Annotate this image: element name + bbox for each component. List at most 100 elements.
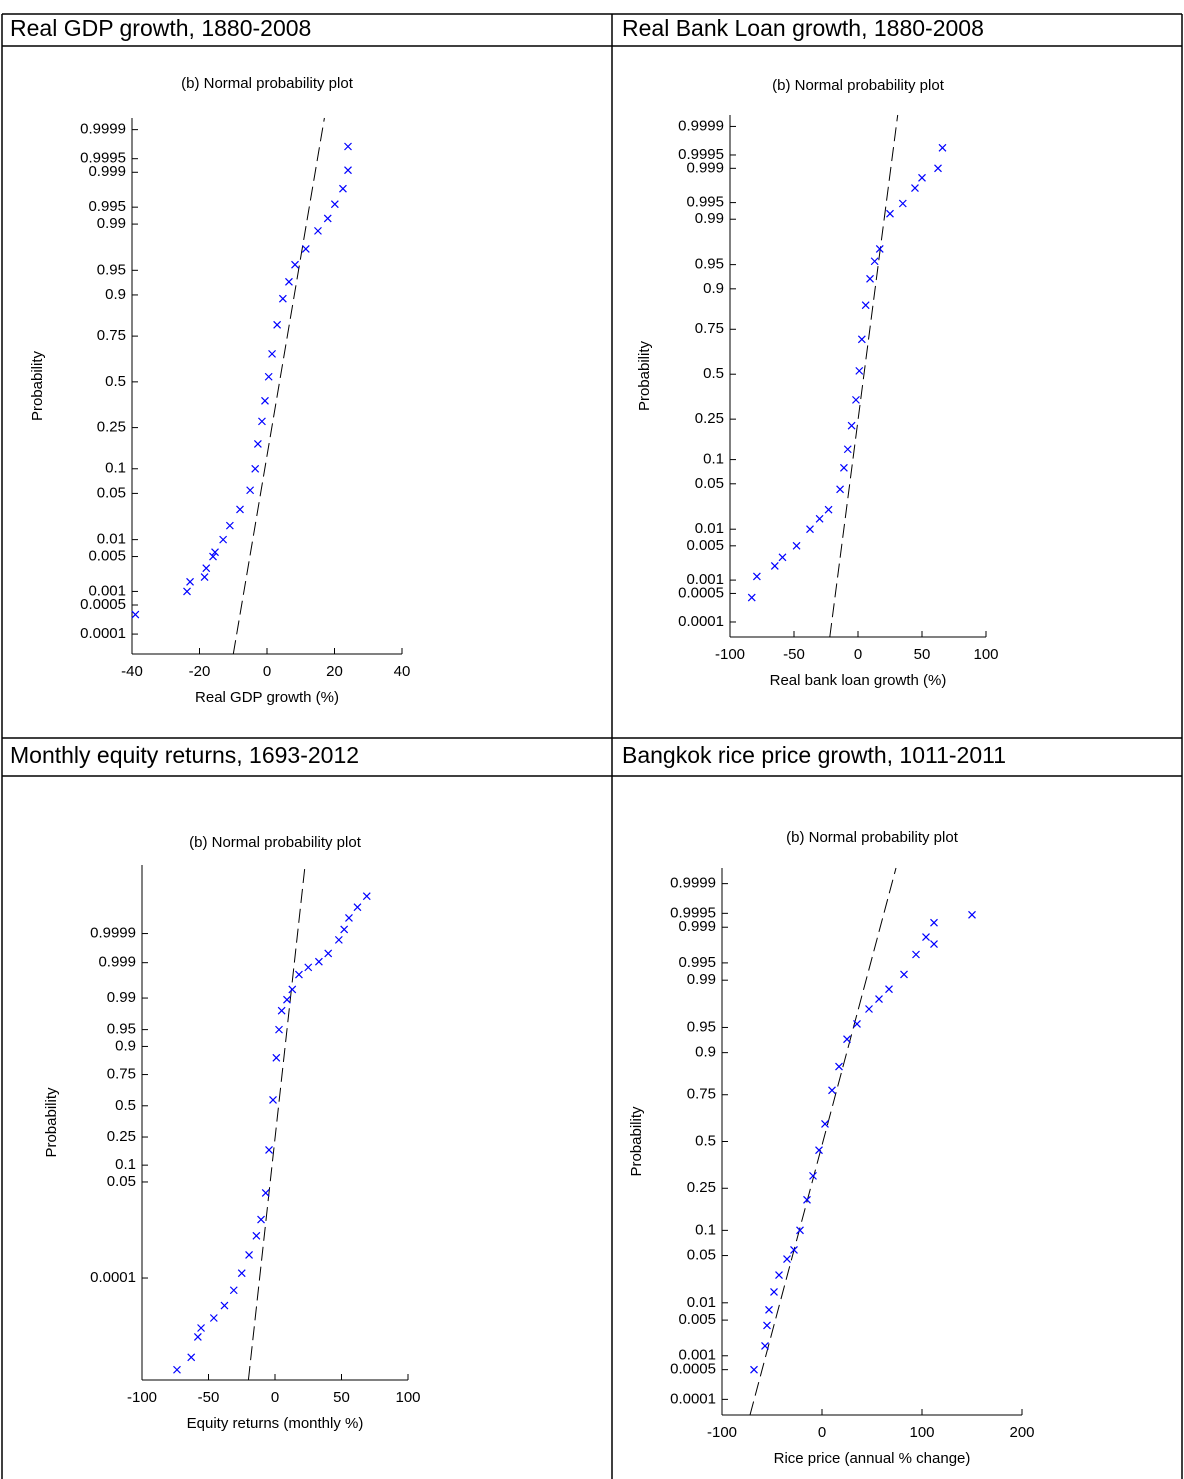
y-tick-label: 0.0001 — [670, 1390, 716, 1407]
data-point — [809, 1171, 817, 1180]
data-point — [855, 366, 864, 375]
data-point — [261, 1188, 270, 1197]
data-point — [246, 486, 255, 495]
data-point — [843, 1035, 851, 1044]
chart-title: (b) Normal probability plot — [772, 77, 945, 94]
data-point — [806, 525, 814, 534]
data-point — [875, 244, 884, 253]
panel-caption: Real Bank Loan growth, 1880-2008 — [622, 15, 984, 41]
data-point — [345, 914, 353, 922]
data-point — [183, 587, 191, 596]
data-point — [835, 1062, 843, 1071]
data-point — [803, 1195, 811, 1204]
data-point — [839, 463, 848, 472]
data-point — [853, 1020, 861, 1028]
data-point — [783, 1255, 791, 1263]
y-tick-label: 0.0001 — [80, 625, 126, 642]
data-point — [340, 925, 349, 934]
reference-line — [247, 864, 306, 1381]
y-tick-label: 0.995 — [88, 198, 126, 215]
data-point — [821, 1120, 829, 1128]
y-tick-label: 0.999 — [678, 918, 716, 935]
y-tick-label: 0.0005 — [678, 584, 724, 601]
y-tick-label: 0.05 — [695, 475, 724, 492]
data-point — [225, 521, 234, 530]
data-point — [790, 1245, 798, 1254]
y-tick-label: 0.25 — [107, 1128, 136, 1145]
data-point — [836, 485, 845, 494]
data-point — [209, 1314, 218, 1322]
data-point — [273, 320, 282, 329]
y-tick-label: 0.995 — [678, 954, 716, 971]
data-point — [778, 553, 787, 562]
reference-line — [749, 867, 897, 1416]
data-point — [200, 573, 209, 581]
data-point — [847, 421, 856, 430]
data-point — [275, 1025, 283, 1034]
data-point — [285, 277, 293, 286]
y-tick-label: 0.25 — [695, 410, 724, 427]
y-tick-label: 0.5 — [105, 373, 126, 390]
data-point — [269, 1096, 277, 1104]
x-tick-label: 0 — [818, 1424, 826, 1441]
data-point — [792, 541, 801, 550]
data-point — [761, 1341, 769, 1350]
y-tick-label: 0.75 — [97, 327, 126, 344]
x-tick-label: 40 — [394, 663, 411, 680]
data-point — [765, 1305, 773, 1314]
x-tick-label: -100 — [715, 646, 745, 663]
data-point — [264, 372, 273, 381]
chart-title: (b) Normal probability plot — [181, 75, 354, 92]
x-tick-label: 100 — [395, 1389, 420, 1406]
data-point — [796, 1226, 804, 1235]
reference-line — [232, 117, 325, 655]
data-point — [301, 245, 310, 253]
data-point — [211, 548, 219, 557]
data-point — [258, 417, 266, 426]
data-point — [866, 274, 874, 283]
data-point — [930, 918, 938, 927]
data-point — [930, 940, 938, 948]
data-point — [278, 294, 287, 303]
data-point — [131, 610, 140, 619]
data-point — [236, 505, 244, 514]
data-point — [815, 514, 824, 523]
data-point — [843, 445, 852, 454]
data-point — [283, 995, 291, 1004]
data-point — [245, 1251, 253, 1259]
data-point — [770, 1288, 778, 1296]
data-point — [344, 166, 352, 175]
table-borders — [1, 13, 1183, 1479]
y-tick-label: 0.9995 — [80, 150, 126, 167]
x-tick-label: 20 — [326, 663, 343, 680]
y-tick-label: 0.75 — [695, 320, 724, 337]
data-point — [237, 1269, 246, 1278]
y-tick-label: 0.9 — [115, 1037, 136, 1054]
data-point — [900, 970, 908, 979]
y-tick-label: 0.99 — [97, 215, 126, 232]
chart: Bangkok rice price growth, 1011-2011 (b) … — [622, 742, 1035, 1467]
y-tick-label: 0.9999 — [678, 117, 724, 134]
y-tick-label: 0.9 — [695, 1044, 716, 1061]
y-tick-label: 0.95 — [107, 1021, 136, 1038]
data-point — [870, 257, 879, 266]
x-tick-label: -100 — [127, 1389, 157, 1406]
data-point — [911, 184, 919, 192]
y-tick-label: 0.0005 — [80, 596, 126, 613]
y-tick-label: 0.001 — [678, 1347, 716, 1364]
y-tick-label: 0.9 — [105, 286, 126, 303]
y-tick-label: 0.99 — [695, 210, 724, 227]
data-point — [861, 301, 870, 310]
data-point — [295, 970, 303, 979]
data-point — [265, 1146, 273, 1154]
y-tick-label: 0.005 — [686, 537, 724, 554]
data-point — [852, 395, 860, 404]
y-tick-label: 0.0001 — [678, 613, 724, 630]
data-point — [291, 260, 299, 269]
panel-caption: Monthly equity returns, 1693-2012 — [10, 742, 359, 768]
x-tick-label: 0 — [263, 663, 271, 680]
y-tick-label: 0.01 — [687, 1294, 716, 1311]
x-tick-label: 50 — [914, 646, 931, 663]
x-tick-label: 0 — [854, 646, 862, 663]
